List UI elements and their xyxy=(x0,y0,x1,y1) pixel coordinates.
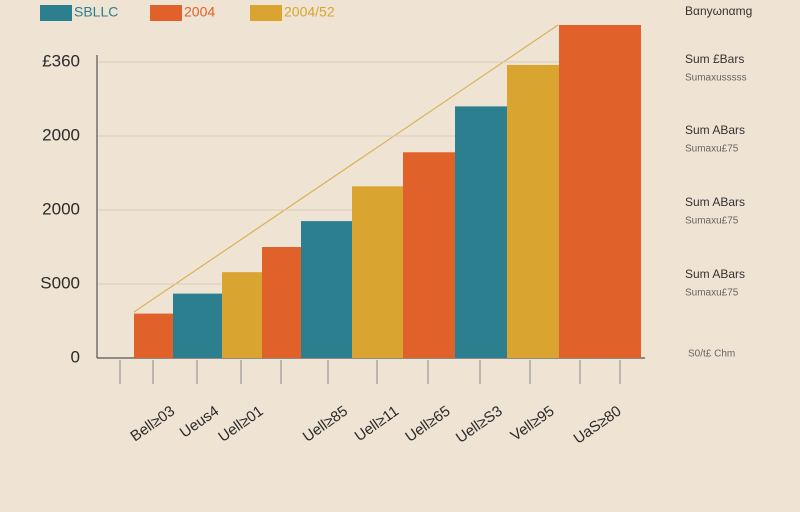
bar xyxy=(262,247,301,358)
y-tick-label: £360 xyxy=(42,51,80,70)
bar xyxy=(222,272,262,358)
side-sublabel: Sumaxu£75 xyxy=(685,216,739,227)
legend-swatch xyxy=(250,5,282,21)
side-label: Sum ABars xyxy=(685,123,745,137)
legend-label: SBLLC xyxy=(74,4,118,20)
y-tick-label: 2000 xyxy=(42,199,80,218)
bar xyxy=(134,313,173,358)
legend-label: 2004/52 xyxy=(284,4,335,20)
bar xyxy=(352,186,403,358)
y-tick-label: 2000 xyxy=(42,125,80,144)
trend-line xyxy=(133,24,559,313)
legend-swatch xyxy=(40,5,72,21)
bar xyxy=(403,152,455,358)
bar xyxy=(559,25,641,358)
bar xyxy=(455,106,507,359)
side-label: Sum ABars xyxy=(685,267,745,281)
side-label: Sum £Bars xyxy=(685,52,744,66)
side-sublabel: Sumaxusssss xyxy=(685,73,747,84)
side-title: Bαnyωnαmg xyxy=(685,4,752,18)
side-sublabel: Sumaxu£75 xyxy=(685,288,739,299)
side-label: Sum ABars xyxy=(685,195,745,209)
side-sublabel: Sumaxu£75 xyxy=(685,144,739,155)
legend-swatch xyxy=(150,5,182,21)
y-tick-label: S000 xyxy=(40,273,80,292)
side-footer: S0/t£ Chm xyxy=(688,349,735,360)
bar xyxy=(173,293,222,358)
bar xyxy=(301,221,352,358)
bar xyxy=(507,64,559,359)
legend-label: 2004 xyxy=(184,4,215,20)
y-tick-label: 0 xyxy=(71,347,80,366)
